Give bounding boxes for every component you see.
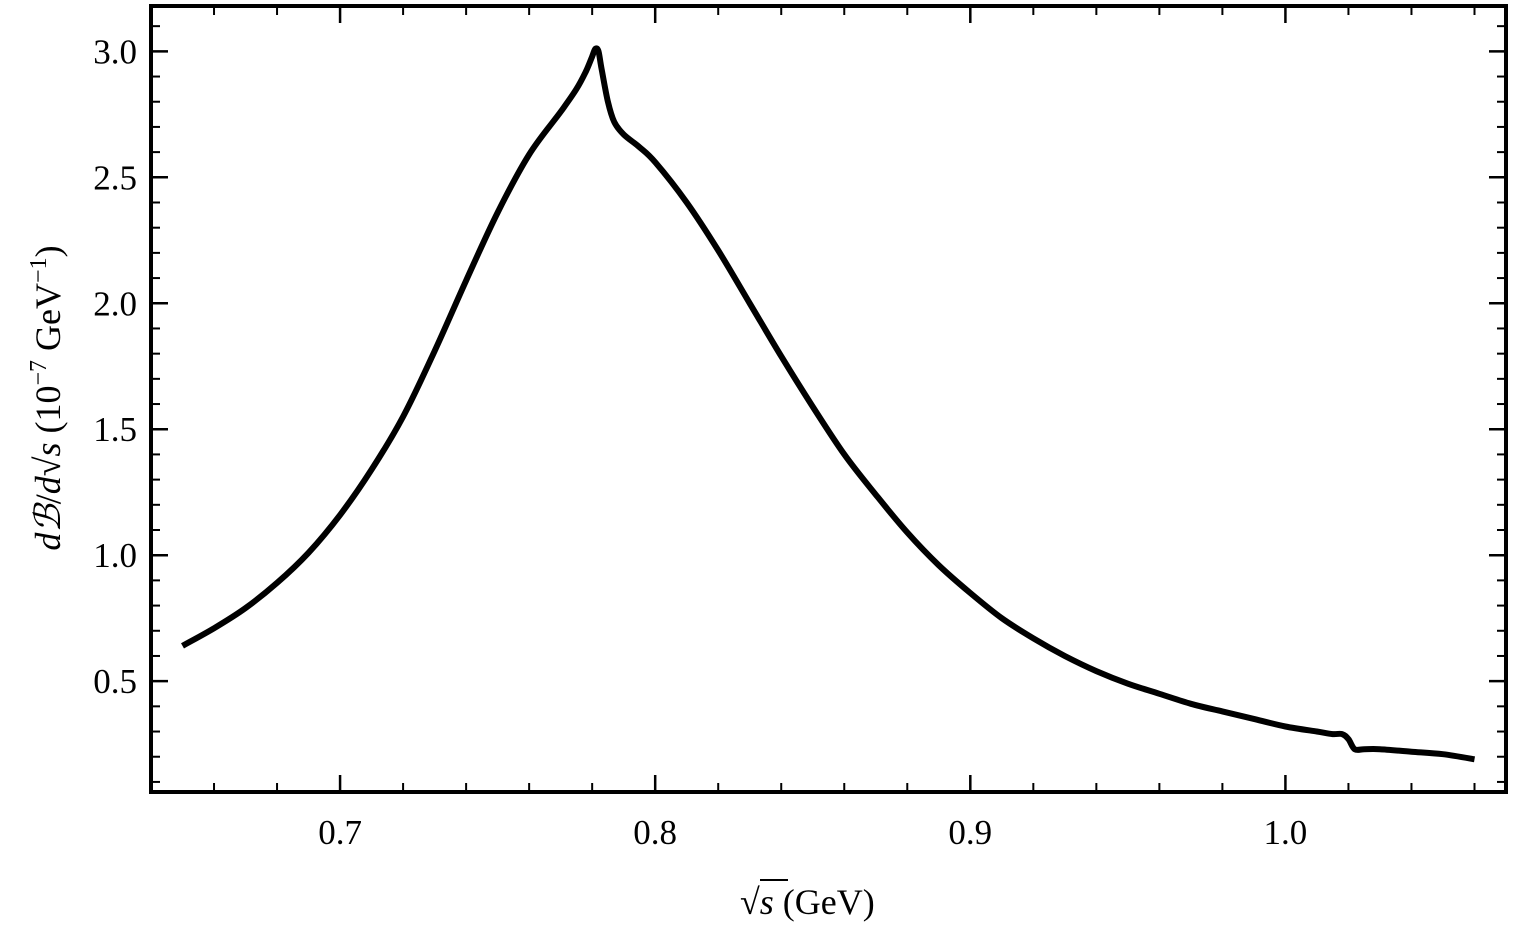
x-axis-label: √s (GeV) <box>740 879 875 922</box>
series-line <box>181 45 1476 763</box>
y-axis-label-variable: s <box>28 442 68 456</box>
y-tick-label: 0.5 <box>93 662 137 701</box>
y-tick-label: 1.0 <box>93 536 137 575</box>
y-axis-label-exp2: −1 <box>26 257 52 283</box>
svg-text:√s (GeV): √s (GeV) <box>740 882 875 922</box>
svg-text:dℬ/d√s (10−7 GeV−1): dℬ/d√s (10−7 GeV−1) <box>26 245 68 550</box>
y-tick-label: 2.5 <box>93 158 137 197</box>
y-tick-label: 3.0 <box>93 32 137 71</box>
minor-ticks <box>150 6 1506 792</box>
major-ticks <box>151 6 1506 792</box>
y-axis-label-unit-open: (10 <box>28 385 68 442</box>
y-tick-label: 1.5 <box>93 410 137 449</box>
y-axis-label-d: d <box>28 532 68 551</box>
x-tick-label: 0.9 <box>948 813 992 852</box>
y-axis-label-unit-close: ) <box>28 245 68 257</box>
x-tick-label: 0.7 <box>318 813 362 852</box>
x-axis-label-unit: (GeV) <box>774 882 875 922</box>
x-tick-label: 1.0 <box>1264 813 1308 852</box>
x-axis-label-radical: √ <box>740 882 760 922</box>
y-axis-label: dℬ/d√s (10−7 GeV−1) <box>26 245 68 550</box>
y-axis-label-radical: √ <box>28 456 68 476</box>
plot-frame <box>149 4 1508 794</box>
y-axis-label-unit-mid: GeV <box>28 283 68 360</box>
y-tick-label: 2.0 <box>93 284 137 323</box>
y-axis-label-d2: d <box>28 475 68 494</box>
tick-labels: 0.7 0.8 0.9 1.0 0.5 1.0 1.5 2.0 2.5 3.0 <box>93 32 1307 852</box>
x-tick-label: 0.8 <box>633 813 677 852</box>
y-axis-label-exp1: −7 <box>26 360 52 386</box>
y-axis-label-slash: / <box>28 494 68 504</box>
y-axis-label-b: ℬ <box>28 502 68 533</box>
x-axis-label-variable: s <box>760 882 774 922</box>
